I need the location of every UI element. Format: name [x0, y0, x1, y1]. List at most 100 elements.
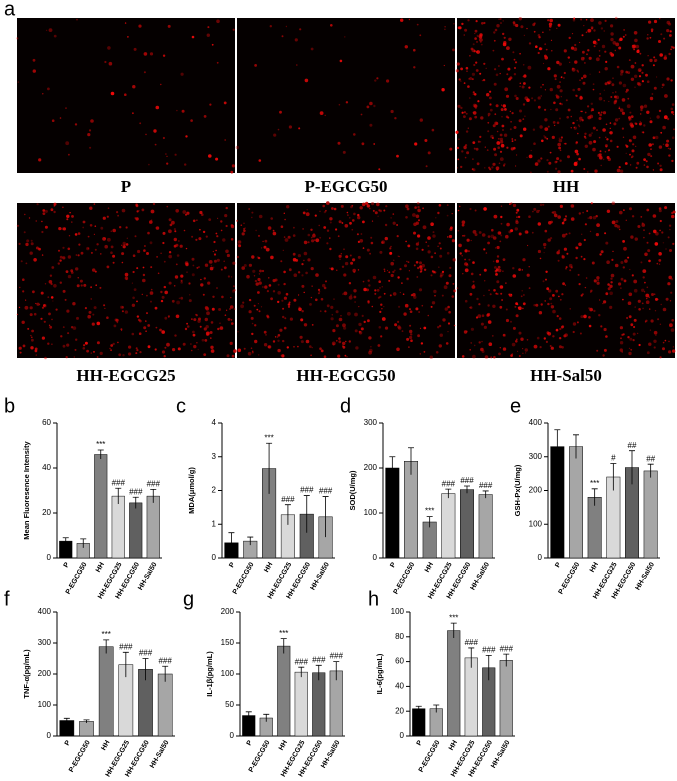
fluorescent-spot [596, 281, 600, 285]
fluorescent-spot [459, 205, 461, 208]
fluorescent-spot [563, 77, 565, 79]
fluorescent-spot [623, 246, 627, 251]
fluorescent-spot [484, 167, 486, 169]
x-tick-label: P-EGCG50 [68, 739, 92, 773]
fluorescent-spot [164, 290, 168, 295]
fluorescent-spot [338, 220, 342, 224]
fluorescent-spot [673, 128, 675, 131]
fluorescent-spot [493, 289, 496, 292]
fluorescent-spot [652, 64, 655, 67]
fluorescent-spot [50, 296, 54, 299]
fluorescent-spot [326, 201, 330, 205]
fluorescent-spot [461, 355, 465, 358]
fluorescent-spot [672, 242, 675, 245]
fluorescent-spot [247, 351, 252, 356]
fluorescent-spot [160, 252, 162, 254]
fluorescent-spot [346, 356, 348, 358]
fluorescent-spot [115, 318, 119, 322]
fluorescent-spot [567, 56, 570, 59]
fluorescent-spot [208, 154, 212, 158]
fluorescent-spot [606, 260, 610, 265]
y-tick-label: 100 [391, 607, 405, 616]
fluorescent-spot [44, 283, 47, 285]
fluorescent-spot [522, 258, 526, 262]
fluorescent-spot [669, 148, 671, 150]
fluorescent-spot [361, 202, 366, 207]
fluorescent-spot [320, 349, 324, 353]
fluorescent-spot [609, 131, 613, 135]
fluorescent-spot [561, 346, 564, 349]
fluorescent-spot [564, 215, 568, 218]
fluorescent-spot [186, 322, 189, 325]
fluorescent-spot [303, 240, 308, 245]
fluorescent-spot [453, 324, 456, 327]
fluorescent-spot [32, 69, 36, 73]
error-bar [245, 711, 252, 720]
fluorescent-spot [651, 293, 654, 296]
fluorescent-spot [338, 317, 343, 322]
fluorescent-spot [494, 68, 497, 71]
fluorescent-spot [619, 37, 623, 41]
fluorescent-spot [653, 346, 656, 349]
fluorescent-spot [537, 96, 541, 100]
fluorescent-spot [150, 209, 155, 214]
fluorescent-spot [154, 306, 158, 310]
significance-label: ### [330, 652, 344, 661]
fluorescent-spot [62, 344, 66, 348]
fluorescent-spot [601, 44, 606, 49]
fluorescent-spot [427, 151, 431, 155]
fluorescent-spot [619, 210, 623, 215]
bar [157, 673, 173, 737]
fluorescent-spot [49, 274, 53, 277]
bar [569, 446, 583, 559]
error-bar [610, 463, 617, 491]
fluorescent-spot [659, 168, 663, 172]
fluorescent-spot [641, 80, 645, 83]
fluorescent-spot [542, 203, 545, 206]
fluorescent-spot [192, 264, 195, 267]
fluorescent-spot [319, 236, 322, 239]
fluorescent-spot [629, 122, 634, 127]
fluorescent-spot [605, 60, 608, 64]
fluorescent-spot [253, 275, 256, 277]
error-bar [629, 450, 635, 485]
fluorescent-spot [523, 74, 527, 78]
fluorescent-spot [45, 29, 48, 32]
fluorescent-spot [574, 60, 578, 64]
fluorescent-spot [543, 135, 545, 137]
fluorescent-spot [148, 163, 150, 166]
fluorescent-spot [357, 213, 360, 217]
fluorescent-spot [311, 236, 313, 239]
fluorescent-spot [616, 168, 621, 173]
fluorescent-spot [418, 311, 420, 313]
fluorescent-spot [160, 290, 163, 294]
fluorescent-spot [671, 103, 675, 106]
x-tick-label: P [246, 739, 255, 747]
fluorescent-spot [487, 121, 490, 124]
fluorescent-spot [629, 268, 631, 271]
error-bar [503, 653, 510, 667]
fluorescent-spot [491, 228, 494, 232]
fluorescent-spot [380, 303, 383, 306]
fluorescent-spot [643, 158, 646, 162]
fluorescent-spot [230, 276, 233, 278]
fluorescent-spot [631, 149, 635, 153]
fluorescent-spot [64, 298, 67, 301]
fluorescent-spot [533, 207, 537, 211]
fluorescent-spot [71, 221, 73, 223]
fluorescent-spot [178, 240, 180, 242]
fluorescent-spot [219, 326, 224, 330]
fluorescent-spot [469, 207, 472, 211]
fluorescent-spot [513, 58, 516, 61]
fluorescent-spot [132, 296, 135, 300]
fluorescent-spot [82, 226, 85, 229]
fluorescent-spot [546, 170, 549, 173]
fluorescent-spot [665, 143, 669, 147]
fluorescent-spot [82, 347, 86, 350]
fluorescent-spot [572, 18, 576, 22]
fluorescent-spot [354, 301, 356, 303]
fluorescent-spot [282, 249, 284, 251]
significance-label: ### [442, 479, 456, 488]
fluorescent-spot [42, 209, 46, 212]
fluorescent-spot [122, 241, 126, 246]
